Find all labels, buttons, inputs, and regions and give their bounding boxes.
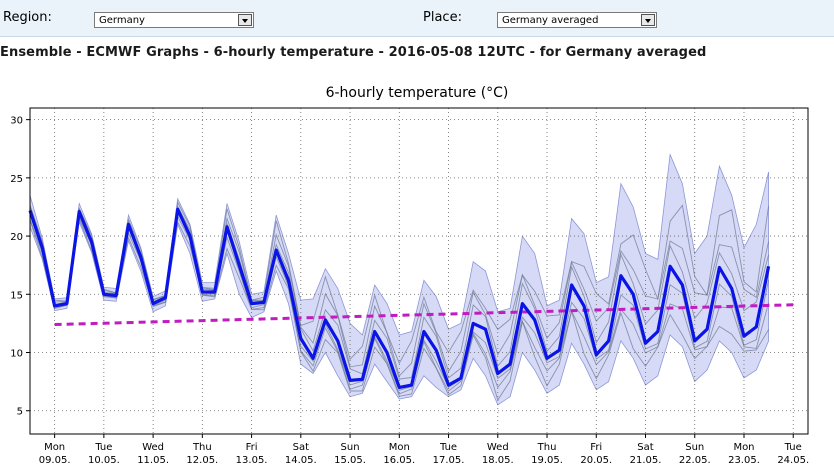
trend-line: [54, 303, 794, 327]
x-tick-date-label: 12.05.: [186, 455, 218, 466]
x-tick-day-label: Sat: [637, 442, 653, 453]
x-tick-day-label: Sun: [685, 442, 704, 453]
x-tick-date-label: 21.05.: [630, 455, 662, 466]
x-tick-date-label: 17.05.: [433, 455, 465, 466]
x-tick-day-label: Tue: [784, 442, 802, 453]
region-select[interactable]: Germany: [94, 12, 254, 28]
chevron-down-icon[interactable]: [641, 14, 655, 26]
x-tick-day-label: Wed: [487, 442, 509, 453]
x-tick-date-label: 13.05.: [236, 455, 268, 466]
y-tick-label: 25: [10, 174, 23, 185]
x-tick-day-label: Wed: [142, 442, 164, 453]
x-tick-date-label: 15.05.: [334, 455, 366, 466]
x-tick-date-label: 09.05.: [39, 455, 71, 466]
plot-frame: [29, 107, 809, 435]
x-tick-day-label: Sat: [293, 442, 309, 453]
chart-title: 6-hourly temperature (°C): [325, 85, 509, 101]
x-tick-date-label: 14.05.: [285, 455, 317, 466]
x-tick-date-label: 20.05.: [580, 455, 612, 466]
selection-bar: Region: Germany Place: Germany averaged: [0, 0, 834, 37]
region-select-value: Germany: [99, 15, 145, 26]
x-tick-day-label: Fri: [590, 442, 602, 453]
x-tick-date-label: 23.05.: [728, 455, 760, 466]
chevron-down-icon[interactable]: [238, 14, 252, 26]
x-tick-date-label: 18.05.: [482, 455, 514, 466]
x-tick-day-label: Mon: [44, 442, 65, 453]
ensemble-spread-band: [29, 153, 769, 406]
x-tick-date-label: 10.05.: [88, 455, 120, 466]
x-tick-day-label: Sun: [341, 442, 360, 453]
x-tick-day-label: Mon: [389, 442, 410, 453]
x-tick-day-label: Mon: [733, 442, 754, 453]
x-tick-day-label: Tue: [439, 442, 457, 453]
y-tick-label: 20: [10, 232, 23, 243]
y-tick-label: 30: [10, 116, 23, 127]
x-tick-day-label: Tue: [94, 442, 112, 453]
place-select[interactable]: Germany averaged: [497, 12, 657, 28]
region-label: Region:: [3, 10, 52, 25]
y-tick-label: 5: [17, 407, 23, 418]
x-tick-date-label: 19.05.: [531, 455, 563, 466]
x-tick-day-label: Thu: [537, 442, 557, 453]
x-tick-date-label: 24.05.: [777, 455, 809, 466]
place-label: Place:: [423, 10, 462, 25]
x-tick-date-label: 11.05.: [137, 455, 169, 466]
page-title: Ensemble - ECMWF Graphs - 6-hourly tempe…: [0, 45, 707, 60]
y-tick-label: 10: [10, 349, 23, 360]
main-series-line: [28, 207, 771, 389]
x-tick-day-label: Fri: [246, 442, 258, 453]
place-select-value: Germany averaged: [502, 15, 599, 26]
x-tick-date-label: 16.05.: [383, 455, 415, 466]
x-tick-date-label: 22.05.: [679, 455, 711, 466]
x-tick-day-label: Thu: [192, 442, 212, 453]
y-tick-label: 15: [10, 290, 23, 301]
